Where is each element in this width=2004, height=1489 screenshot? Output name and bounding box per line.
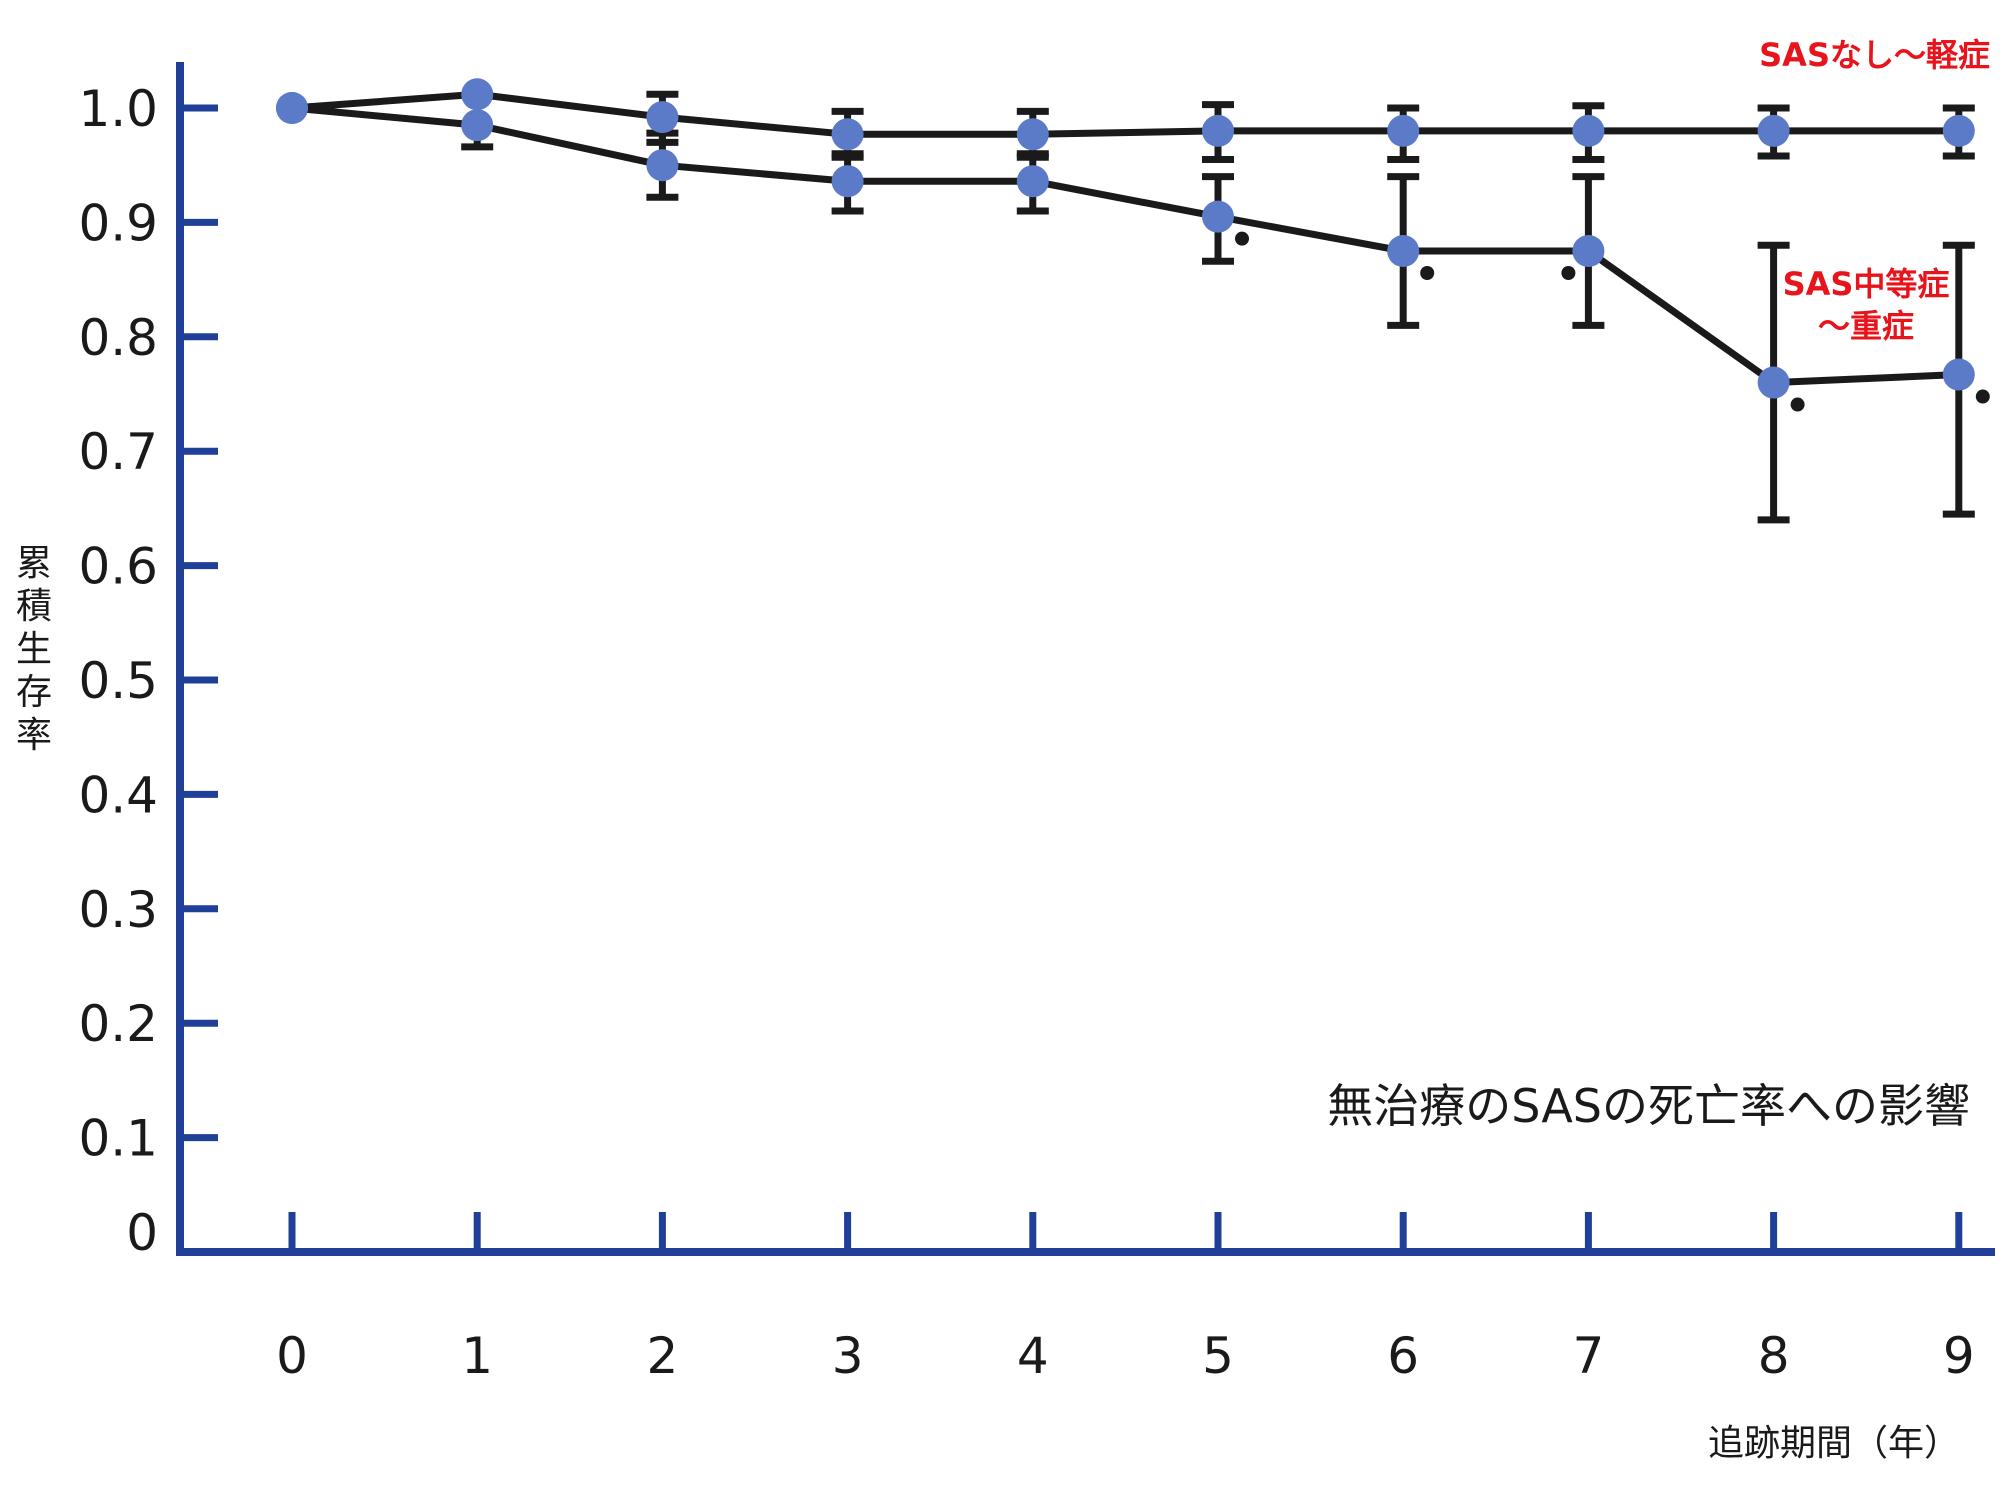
data-point (1202, 200, 1234, 233)
y-tick-label: 0.2 (78, 995, 158, 1053)
data-point (1757, 366, 1790, 399)
y-tick-label: 0.1 (78, 1110, 158, 1168)
y-axis-title-char: 積 (16, 586, 52, 627)
y-tick-label: 0 (126, 1204, 158, 1262)
data-points (276, 78, 1975, 399)
significance-dot (1561, 266, 1576, 280)
data-point (1202, 114, 1234, 147)
data-point (831, 118, 864, 151)
x-tick-label: 3 (832, 1327, 864, 1385)
y-axis-title-char: 存 (16, 672, 52, 713)
y-axis-title-char: 生 (16, 629, 52, 670)
tick-labels: 1.0 0.9 0.8 0.7 0.6 0.5 0.4 0.3 0.2 0.1 0 0 1 2 3 4 5 6 7 8… (78, 80, 1974, 1385)
series-lines (291, 90, 1959, 387)
significance-dot (1790, 397, 1805, 412)
y-tick-label: 0.8 (78, 309, 158, 367)
data-point (1016, 165, 1049, 198)
y-tick-label: 0.6 (78, 538, 158, 596)
axes (176, 62, 1995, 1256)
axis-ticks (180, 104, 1963, 1252)
significance-marks (1235, 231, 1990, 412)
x-tick-label: 0 (276, 1327, 308, 1385)
data-point (1387, 235, 1420, 267)
y-axis-title-char: 累 (16, 543, 52, 584)
data-point (1942, 114, 1975, 147)
data-point (1757, 114, 1790, 147)
x-tick-label: 2 (646, 1327, 678, 1385)
x-tick-label: 6 (1387, 1327, 1419, 1385)
y-tick-label: 0.5 (78, 652, 158, 710)
y-tick-label: 0.4 (78, 766, 158, 824)
data-point (831, 165, 864, 198)
data-point (461, 78, 494, 111)
series-line-1 (291, 90, 1959, 138)
x-axis-title: 追跡期間（年） (1708, 1423, 1960, 1464)
series-label-severe-line1: SAS中等症 (1783, 265, 1950, 303)
x-tick-label: 9 (1943, 1327, 1975, 1385)
data-point (1572, 235, 1605, 267)
data-point (1016, 118, 1049, 151)
data-point (646, 101, 679, 134)
x-tick-label: 7 (1572, 1327, 1604, 1385)
data-point (276, 92, 308, 124)
y-tick-label: 0.7 (78, 423, 158, 481)
y-axis-title-char: 率 (16, 715, 52, 756)
significance-dot (1975, 389, 1990, 404)
series-label-mild: SASなし～軽症 (1759, 36, 1990, 74)
x-tick-label: 5 (1202, 1327, 1234, 1385)
data-point (646, 149, 679, 182)
data-point (1942, 358, 1975, 391)
error-bars (461, 90, 1975, 524)
y-tick-label: 1.0 (78, 80, 158, 138)
y-axis-title: 累積生存率 (16, 543, 52, 756)
series-label-severe-line2: ～重症 (1818, 307, 1914, 345)
data-point (1387, 114, 1420, 147)
x-tick-label: 1 (461, 1327, 493, 1385)
y-tick-label: 0.9 (78, 194, 158, 252)
significance-dot (1420, 266, 1435, 280)
data-point (461, 109, 494, 142)
series-line-2 (291, 104, 1959, 387)
chart-caption: 無治療のSASの死亡率への影響 (1327, 1079, 1970, 1133)
y-tick-label: 0.3 (78, 881, 158, 939)
x-tick-label: 8 (1758, 1327, 1790, 1385)
data-point (1572, 114, 1605, 147)
x-tick-label: 4 (1017, 1327, 1049, 1385)
significance-dot (1235, 231, 1249, 246)
